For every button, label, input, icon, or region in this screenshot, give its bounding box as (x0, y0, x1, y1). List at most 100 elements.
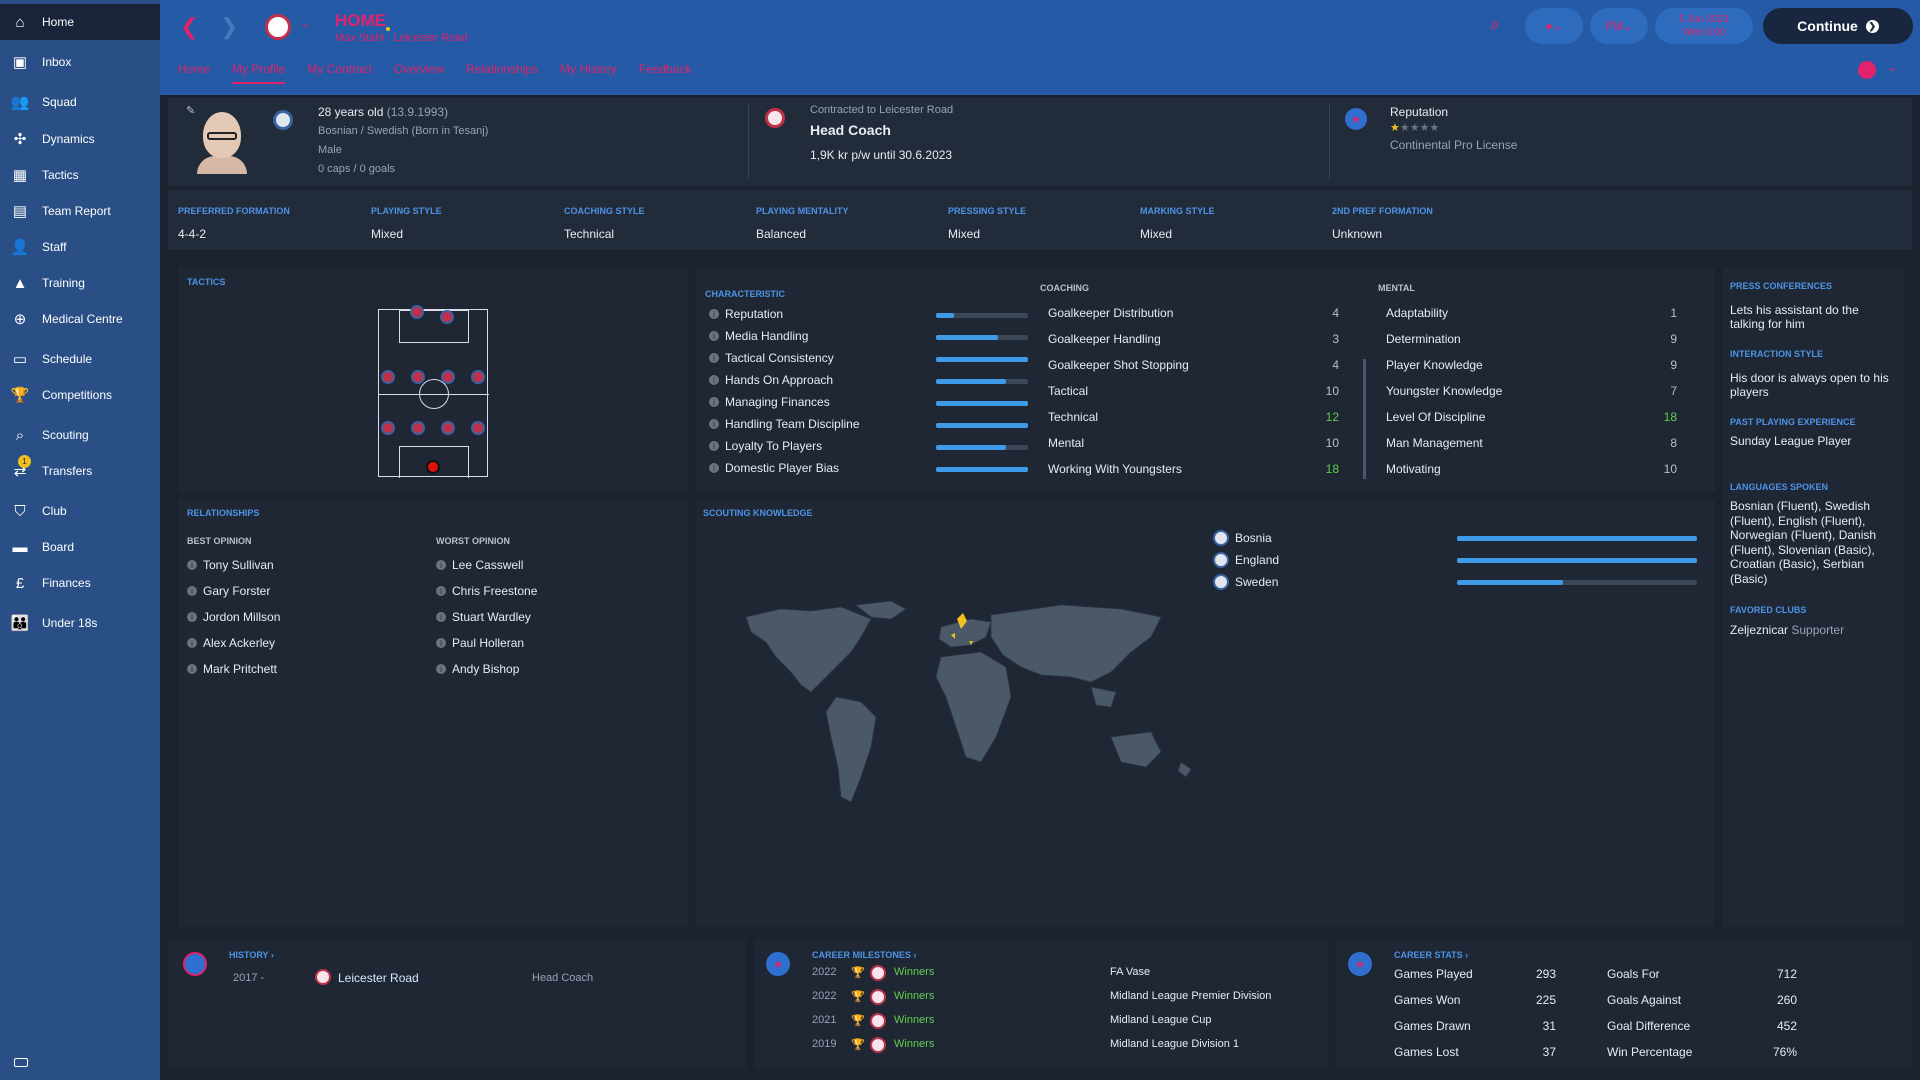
world-map[interactable] (741, 597, 1201, 827)
stats-title-link[interactable]: CAREER STATS › (1394, 950, 1469, 960)
sidebar-item-team-report[interactable]: ▤ Team Report (0, 193, 160, 229)
characteristic-row[interactable]: i Loyalty To Players (709, 439, 822, 453)
relationship-row[interactable]: i Jordon Millson (187, 610, 280, 624)
bosnia-highlight[interactable] (969, 641, 973, 645)
sidebar-item-dynamics[interactable]: ✣ Dynamics (0, 121, 160, 157)
relationship-row[interactable]: i Tony Sullivan (187, 558, 274, 572)
staff-name[interactable]: Mark Pritchett (203, 662, 278, 676)
characteristic-row[interactable]: i Media Handling (709, 329, 808, 343)
characteristic-row[interactable]: i Domestic Player Bias (709, 461, 839, 475)
star-icon: ★ (1390, 122, 1400, 134)
tab-my-contract[interactable]: My Contract (307, 62, 373, 76)
milestone-competition[interactable]: Midland League Division 1 (1110, 1038, 1240, 1050)
relationship-row[interactable]: i Stuart Wardley (436, 610, 531, 624)
player-marker[interactable] (471, 421, 485, 435)
milestone-competition[interactable]: Midland League Premier Division (1110, 990, 1272, 1002)
staff-name[interactable]: Alex Ackerley (203, 636, 276, 650)
history-title-link[interactable]: HISTORY › (229, 950, 274, 960)
sidebar-item-inbox[interactable]: ▣ Inbox (0, 44, 160, 80)
tab-relationships[interactable]: Relationships (466, 62, 539, 76)
england-highlight[interactable] (951, 633, 955, 639)
relationship-row[interactable]: i Gary Forster (187, 584, 270, 598)
chevron-down-icon[interactable]: ⌄ (1887, 60, 1898, 74)
sidebar-item-under-18s[interactable]: 👪 Under 18s (0, 605, 160, 641)
player-marker[interactable] (441, 370, 455, 384)
sidebar-item-scouting[interactable]: ⌕ Scouting (0, 417, 160, 453)
staff-name[interactable]: Lee Casswell (452, 558, 524, 572)
sweden-highlight[interactable] (957, 613, 967, 629)
player-marker[interactable] (381, 370, 395, 384)
edit-pencil-icon[interactable]: ✎ (186, 105, 196, 117)
tab-my-profile[interactable]: My Profile (232, 62, 286, 84)
profile-avatar-icon[interactable] (1858, 61, 1876, 79)
tab-my-history[interactable]: My History (560, 62, 617, 76)
tab-overview[interactable]: Overview (394, 62, 445, 76)
nation-selector-button[interactable]: ●⌄ (1525, 8, 1583, 44)
relationship-row[interactable]: i Mark Pritchett (187, 662, 277, 676)
style-value: Balanced (756, 227, 807, 241)
scouting-country-row[interactable]: England (1213, 552, 1279, 568)
forward-arrow-icon[interactable]: ❯ (220, 14, 239, 39)
staff-name[interactable]: Paul Holleran (452, 636, 525, 650)
goalkeeper-marker[interactable] (426, 460, 440, 474)
sidebar-item-transfers[interactable]: ⇄ 1 Transfers (0, 453, 160, 489)
trophy-icon: 🏆 (851, 991, 865, 1003)
characteristic-row[interactable]: i Handling Team Discipline (709, 417, 860, 431)
continue-button[interactable]: Continue ❯ (1763, 8, 1913, 44)
tab-home[interactable]: Home (178, 62, 211, 76)
milestone-competition[interactable]: FA Vase (1110, 966, 1151, 978)
staff-name[interactable]: Stuart Wardley (452, 610, 531, 624)
tab-feedback[interactable]: Feedback (638, 62, 692, 76)
tactics-panel[interactable]: TACTICS (178, 267, 688, 492)
mental-attribute-label: Man Management (1386, 436, 1483, 450)
characteristic-row[interactable]: i Managing Finances (709, 395, 830, 409)
player-marker[interactable] (411, 370, 425, 384)
sidebar-item-club[interactable]: ⛉ Club (0, 493, 160, 529)
mental-attribute-value: 7 (1670, 384, 1677, 398)
chevron-down-icon[interactable]: ⌄ (300, 16, 311, 30)
history-club-link[interactable]: Leicester Road (338, 971, 419, 985)
fm-menu-button[interactable]: FM⌄ (1590, 8, 1648, 44)
characteristic-row[interactable]: i Tactical Consistency (709, 351, 834, 365)
date-display[interactable]: 5 Jun 2023 Wed 0:00 (1655, 8, 1753, 44)
player-marker[interactable] (411, 421, 425, 435)
relationship-row[interactable]: i Lee Casswell (436, 558, 523, 572)
staff-name[interactable]: Jordon Millson (203, 610, 281, 624)
sidebar-item-training[interactable]: ▲ Training (0, 265, 160, 301)
scouting-country-row[interactable]: Sweden (1213, 574, 1278, 590)
sidebar-item-medical-centre[interactable]: ⊕ Medical Centre (0, 301, 160, 337)
sidebar-item-finances[interactable]: £ Finances (0, 565, 160, 601)
player-marker[interactable] (471, 370, 485, 384)
scouting-country-row[interactable]: Bosnia (1213, 530, 1272, 546)
player-marker[interactable] (381, 421, 395, 435)
characteristic-row[interactable]: i Reputation (709, 307, 783, 321)
club-crest-icon[interactable] (265, 14, 291, 40)
staff-name[interactable]: Tony Sullivan (203, 558, 274, 572)
player-marker[interactable] (410, 305, 424, 319)
staff-name[interactable]: Gary Forster (203, 584, 271, 598)
characteristic-row[interactable]: i Hands On Approach (709, 373, 833, 387)
staff-name[interactable]: Chris Freestone (452, 584, 538, 598)
staff-name[interactable]: Andy Bishop (452, 662, 520, 676)
sidebar-item-squad[interactable]: 👥 Squad (0, 84, 160, 120)
sidebar-item-tactics[interactable]: ▦ Tactics (0, 157, 160, 193)
club-name[interactable]: Zeljeznicar (1730, 623, 1789, 637)
sidebar-item-schedule[interactable]: ▭ Schedule (0, 341, 160, 377)
relationship-row[interactable]: i Alex Ackerley (187, 636, 275, 650)
scrollbar[interactable] (1363, 359, 1366, 479)
milestone-competition[interactable]: Midland League Cup (1110, 1014, 1212, 1026)
relationship-row[interactable]: i Paul Holleran (436, 636, 524, 650)
player-marker[interactable] (440, 310, 454, 324)
milestone-year: 2021 (812, 1014, 837, 1026)
sidebar-item-home[interactable]: ⌂ Home (0, 4, 160, 40)
milestones-title-link[interactable]: CAREER MILESTONES › (812, 950, 917, 960)
sidebar-item-staff[interactable]: 👤 Staff (0, 229, 160, 265)
relationship-row[interactable]: i Chris Freestone (436, 584, 537, 598)
sidebar-item-board[interactable]: ▬ Board (0, 529, 160, 565)
back-arrow-icon[interactable]: ❮ (180, 14, 199, 39)
relationship-row[interactable]: i Andy Bishop (436, 662, 519, 676)
sidebar-item-competitions[interactable]: 🏆 Competitions (0, 377, 160, 413)
search-icon[interactable]: ⌕ (1490, 14, 1501, 34)
player-marker[interactable] (441, 421, 455, 435)
keyboard-icon[interactable] (14, 1058, 28, 1067)
